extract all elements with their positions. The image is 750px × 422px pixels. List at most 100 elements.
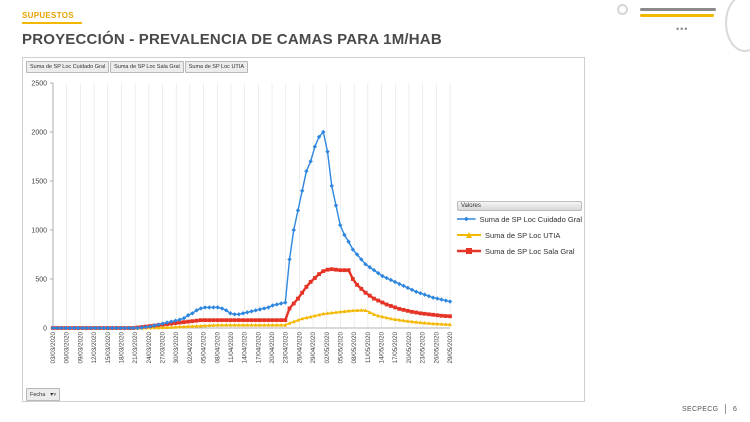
data-point — [253, 323, 258, 327]
data-point — [177, 320, 182, 325]
data-point — [165, 325, 170, 330]
data-point — [448, 322, 452, 327]
ellipsis-icon: ••• — [676, 24, 689, 34]
data-point — [329, 183, 334, 189]
data-point — [414, 320, 419, 324]
data-point — [279, 318, 283, 323]
data-point — [397, 306, 402, 311]
data-point — [257, 323, 262, 327]
data-point — [270, 323, 275, 327]
data-point — [350, 277, 355, 281]
x-tick-label: 17/05/2020 — [392, 332, 399, 364]
data-point — [93, 325, 98, 331]
x-tick-label: 08/05/2020 — [351, 332, 358, 364]
data-point — [299, 188, 305, 193]
data-point — [346, 308, 351, 313]
data-point — [295, 318, 300, 322]
x-tick-label: 06/03/2020 — [64, 332, 71, 364]
data-point — [194, 324, 199, 328]
data-point — [232, 323, 237, 327]
data-point — [321, 269, 326, 274]
data-point — [392, 279, 398, 285]
line-chart: 0 500 1000 1500 2000 2500 03/03/2020 06/03/2020… — [31, 81, 454, 364]
data-point — [97, 325, 102, 331]
data-point — [317, 312, 322, 317]
data-point — [405, 285, 410, 291]
legend-swatch — [457, 248, 481, 254]
x-tick-label: 05/05/2020 — [337, 332, 344, 364]
data-point — [207, 305, 212, 310]
data-point — [219, 323, 224, 327]
data-point — [186, 319, 191, 324]
data-point — [211, 323, 216, 327]
legend-swatch — [457, 216, 476, 222]
data-point — [224, 318, 229, 323]
data-point — [312, 144, 318, 149]
data-point — [388, 304, 393, 308]
data-point — [211, 318, 216, 323]
footer-divider — [725, 404, 726, 414]
data-point — [198, 318, 203, 323]
x-tick-label: 29/04/2020 — [310, 332, 317, 364]
data-point — [325, 149, 330, 154]
data-point — [287, 321, 292, 325]
data-point — [355, 308, 360, 312]
data-point — [409, 287, 415, 292]
data-point — [380, 314, 385, 319]
data-point — [334, 267, 338, 272]
x-tick-label: 02/04/2020 — [187, 332, 194, 364]
data-point — [274, 302, 280, 307]
data-point — [422, 311, 427, 316]
data-point — [439, 297, 444, 302]
x-tick-label: 15/03/2020 — [105, 332, 112, 364]
data-point — [135, 325, 140, 331]
x-tick-label: 02/05/2020 — [324, 332, 331, 364]
pivot-chart: Suma de SP Loc Cuidado Gral Suma de SP L… — [22, 57, 585, 402]
data-point — [105, 325, 111, 331]
data-point — [270, 303, 275, 308]
data-point — [203, 323, 208, 328]
data-point — [101, 325, 106, 331]
data-point — [346, 268, 351, 273]
data-point — [160, 321, 166, 326]
circle-ring-icon — [617, 4, 628, 15]
data-point — [258, 318, 262, 323]
data-point — [435, 296, 440, 301]
data-point — [249, 318, 254, 323]
x-tick-label: 27/03/2020 — [160, 332, 167, 364]
data-point — [228, 318, 233, 323]
pivot-field-button[interactable]: Suma de SP Loc Sala Gral — [110, 61, 184, 73]
pivot-field-button[interactable]: Suma de SP Loc Cuidado Gral — [26, 61, 110, 73]
data-point — [435, 313, 440, 318]
pivot-field-button[interactable]: Suma de SP Loc UTIA — [184, 61, 248, 73]
data-point — [224, 323, 229, 327]
data-point — [266, 318, 271, 323]
data-point — [422, 292, 427, 297]
y-tick-label: 1000 — [31, 228, 47, 235]
data-point — [266, 305, 271, 310]
data-point — [80, 325, 85, 331]
data-point — [325, 311, 330, 315]
data-point — [236, 318, 241, 323]
y-tick-label: 1500 — [31, 179, 47, 186]
data-point — [270, 318, 275, 323]
data-point — [426, 293, 432, 299]
filter-icon[interactable]: ▾▿ — [50, 392, 57, 398]
axis-field-button[interactable]: Fecha ▾▿ — [26, 388, 61, 401]
data-point — [232, 318, 237, 323]
data-point — [236, 312, 242, 317]
data-point — [181, 316, 187, 321]
data-point — [359, 308, 364, 312]
legend-label: Suma de SP Loc Sala Gral — [485, 246, 575, 256]
data-point — [337, 222, 343, 228]
data-point — [109, 325, 115, 331]
legend-item: Suma de SP Loc Cuidado Gral — [457, 211, 582, 227]
data-point — [139, 325, 144, 330]
data-point — [283, 318, 288, 323]
data-point — [190, 324, 195, 328]
legend-title: Valores — [457, 201, 582, 211]
data-point — [329, 267, 334, 272]
data-point — [67, 325, 73, 331]
x-tick-label: 26/05/2020 — [433, 332, 440, 364]
data-point — [422, 320, 427, 325]
